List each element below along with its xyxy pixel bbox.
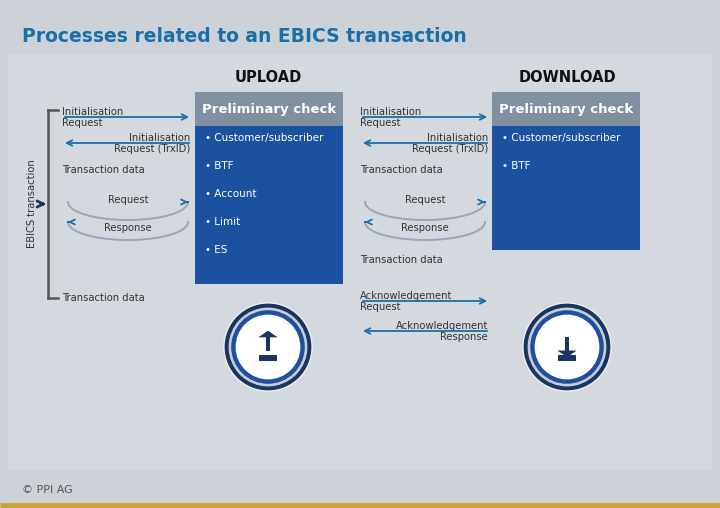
Circle shape [224,303,312,391]
Text: Request (TrxID): Request (TrxID) [412,144,488,154]
Circle shape [229,308,307,386]
Text: EBICS transaction: EBICS transaction [27,160,37,248]
Text: Request (TrxID): Request (TrxID) [114,144,190,154]
Text: Transaction data: Transaction data [360,165,443,175]
Text: Initialisation: Initialisation [360,107,421,117]
Text: Request: Request [360,302,400,312]
Text: UPLOAD: UPLOAD [235,71,302,85]
Bar [266,337,269,351]
Text: Initialisation: Initialisation [129,133,190,143]
Circle shape [528,308,606,386]
Circle shape [225,304,311,390]
Circle shape [232,311,304,383]
Text: • ES: • ES [205,245,228,255]
Text: Response: Response [440,332,488,342]
Text: Transaction data: Transaction data [62,165,145,175]
Text: © PPI AG: © PPI AG [22,485,73,495]
Text: Request: Request [405,195,445,205]
Polygon shape [258,331,278,337]
Text: • Customer/subscriber: • Customer/subscriber [205,133,323,143]
Circle shape [524,304,610,390]
Bar [558,355,576,359]
Text: Request: Request [62,118,102,128]
Bar [565,337,569,351]
Text: • Limit: • Limit [205,217,240,227]
Bar [492,92,640,126]
Text: DOWNLOAD: DOWNLOAD [518,71,616,85]
Circle shape [531,311,603,383]
Bar [195,92,343,126]
Bar [258,359,277,361]
Text: Preliminary check: Preliminary check [499,103,633,115]
Text: Initialisation: Initialisation [427,133,488,143]
Text: Transaction data: Transaction data [360,255,443,265]
Text: • BTF: • BTF [205,161,233,171]
Circle shape [523,303,611,391]
Bar [492,126,640,250]
Bar [558,359,576,361]
Bar [195,126,343,284]
Circle shape [536,315,599,378]
Text: Acknowledgement: Acknowledgement [395,321,488,331]
Text: Processes related to an EBICS transaction: Processes related to an EBICS transactio… [22,26,467,46]
Text: Preliminary check: Preliminary check [202,103,336,115]
Text: • Account: • Account [205,189,256,199]
Text: Acknowledgement: Acknowledgement [360,291,452,301]
Text: Response: Response [401,223,449,233]
Text: Request: Request [360,118,400,128]
Text: Transaction data: Transaction data [62,293,145,303]
Circle shape [236,315,300,378]
Text: Request: Request [108,195,148,205]
Bar [258,355,277,359]
Text: • BTF: • BTF [502,161,531,171]
Text: Initialisation: Initialisation [62,107,123,117]
FancyBboxPatch shape [8,54,712,470]
Polygon shape [557,351,577,357]
Text: Response: Response [104,223,152,233]
Text: • Customer/subscriber: • Customer/subscriber [502,133,621,143]
